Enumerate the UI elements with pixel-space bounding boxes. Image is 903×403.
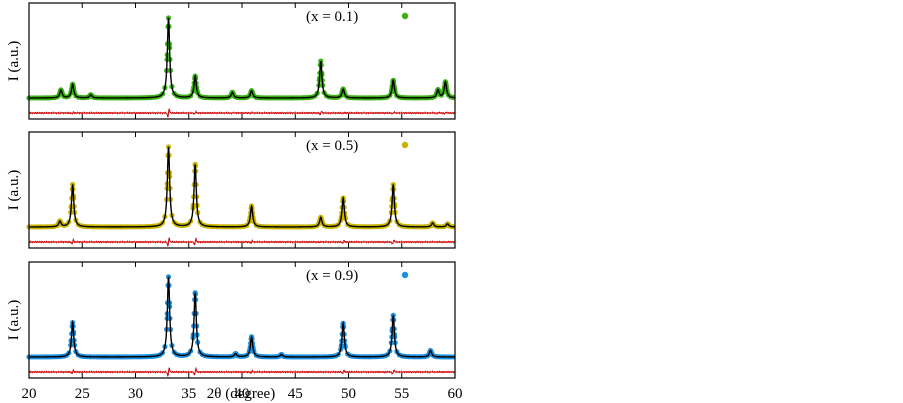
observed-points <box>26 15 456 101</box>
legend-marker <box>401 141 409 149</box>
x-tick-label: 30 <box>128 386 143 402</box>
x-tick-label: 60 <box>448 386 463 402</box>
y-axis-label: I (a.u.) <box>6 300 22 340</box>
legend-label: (x = 0.9) <box>306 268 358 284</box>
legend-label: (x = 0.1) <box>306 9 358 25</box>
legend-label: (x = 0.5) <box>306 138 358 154</box>
x-tick-label: 45 <box>288 386 303 402</box>
panel-frame <box>28 2 456 120</box>
panel-1: I (a.u.) (x = 0.1) <box>6 2 456 120</box>
panels-group: I (a.u.)(x = 0.1)I (a.u.)(x = 0.5)I (a.u… <box>6 2 456 379</box>
x-tick-label: 55 <box>394 386 409 402</box>
x-tick-label: 35 <box>181 386 196 402</box>
difference-curve <box>28 236 456 247</box>
y-axis-label: I (a.u.) <box>6 41 22 81</box>
y-axis-label: I (a.u.) <box>6 170 22 210</box>
legend-marker <box>401 12 409 20</box>
panel-2: I (a.u.) (x = 0.5) <box>6 131 456 249</box>
legend-marker <box>401 271 409 279</box>
calculated-fit-line <box>29 146 456 228</box>
calculated-fit-line <box>29 276 455 358</box>
x-axis: 20 25 30 35 40 45 50 55 60 <box>22 386 463 402</box>
x-tick-label: 25 <box>75 386 90 402</box>
panel-3: I (a.u.) (x = 0.9) <box>6 261 456 379</box>
x-tick-label: 40 <box>235 386 250 402</box>
difference-curve <box>28 366 456 377</box>
x-tick-label: 50 <box>341 386 356 402</box>
x-tick-label: 20 <box>22 386 37 402</box>
calculated-fit-line <box>29 17 456 99</box>
difference-curve <box>28 108 456 118</box>
x-axis-label: 2θ (degree) <box>207 386 275 402</box>
